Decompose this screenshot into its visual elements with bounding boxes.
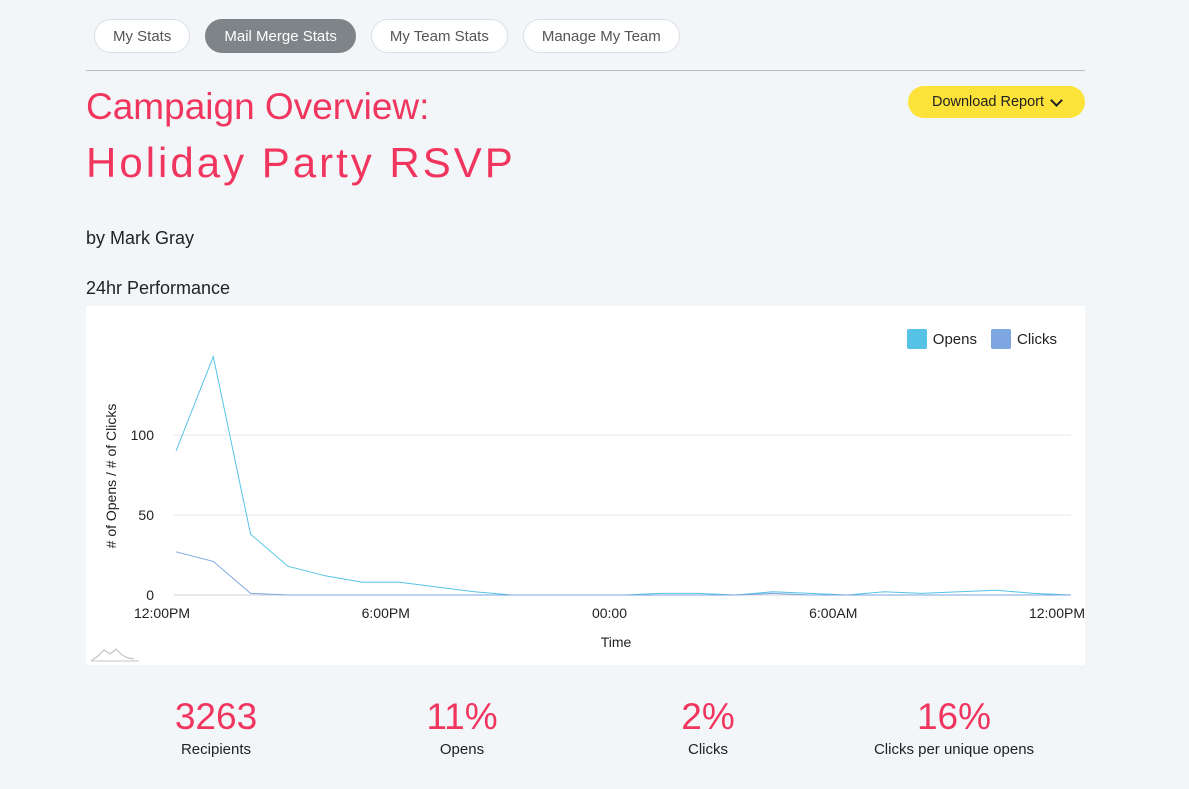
stat-value: 11% <box>426 696 498 737</box>
stat-label: Clicks <box>687 741 728 758</box>
legend-swatch-clicks <box>991 329 1011 349</box>
legend-label-opens: Opens <box>932 330 977 348</box>
x-tick-label: 00:00 <box>592 605 627 621</box>
stat-clicks: 2% Clicks <box>681 695 734 758</box>
y-tick-label: 50 <box>138 507 154 523</box>
stat-opens: 11% Opens <box>426 695 497 758</box>
chevron-down-icon <box>1050 93 1063 107</box>
series-line-clicks <box>175 551 1071 596</box>
performance-chart: 0 50 100 12:00PM 6:00PM 00:00 6:00AM 12:00PM # … <box>86 306 1085 665</box>
y-tick-label: 0 <box>146 587 154 603</box>
x-tick-label: 12:00PM <box>134 605 190 621</box>
x-axis-label: Time <box>601 634 632 650</box>
campaign-author: by Mark Gray <box>86 228 195 248</box>
tab-mail-merge-stats[interactable]: Mail Merge Stats <box>205 19 356 53</box>
mini-chart-icon <box>90 648 135 662</box>
stat-value: 2% <box>681 696 735 737</box>
stat-value: 3263 <box>174 696 258 737</box>
series-line-opens <box>175 354 1072 596</box>
chart-canvas: 0 50 100 12:00PM 6:00PM 00:00 6:00AM 12:00PM # … <box>90 354 1085 662</box>
download-report-button[interactable]: Download Report <box>908 86 1085 118</box>
legend-item-clicks[interactable]: Clicks <box>991 329 1057 349</box>
stat-value: 16% <box>916 696 992 737</box>
chart-legend: Opens Clicks <box>906 329 1057 349</box>
legend-item-opens[interactable]: Opens <box>906 329 977 349</box>
tab-my-team-stats[interactable]: My Team Stats <box>370 19 508 53</box>
y-tick-label: 100 <box>131 427 155 443</box>
download-report-label: Download Report <box>931 94 1045 110</box>
stat-label: Opens <box>439 741 485 758</box>
x-tick-label: 6:00PM <box>362 605 410 621</box>
stat-label: Recipients <box>180 741 252 758</box>
stat-clicks-per-unique-opens: 16% Clicks per unique opens <box>874 695 1034 758</box>
stat-label: Clicks per unique opens <box>873 741 1035 758</box>
legend-swatch-opens <box>906 329 927 349</box>
x-tick-label: 12:00PM <box>1029 605 1085 621</box>
campaign-name: Holiday Party RSVP <box>86 139 516 186</box>
tab-manage-my-team[interactable]: Manage My Team <box>522 19 680 53</box>
legend-label-clicks: Clicks <box>1017 330 1057 348</box>
x-tick-label: 6:00AM <box>809 605 857 621</box>
stats-row: 3263 Recipients 11% Opens 2% Clicks 16% … <box>86 695 1085 775</box>
y-axis-label: # of Opens / # of Clicks <box>103 404 119 549</box>
page-title: Campaign Overview: <box>86 86 430 127</box>
stat-recipients: 3263 Recipients <box>175 695 257 758</box>
section-title: 24hr Performance <box>86 278 231 298</box>
header-divider <box>86 70 1085 71</box>
tab-my-stats[interactable]: My Stats <box>94 19 191 53</box>
nav-tabs: My Stats Mail Merge Stats My Team Stats … <box>94 19 680 53</box>
